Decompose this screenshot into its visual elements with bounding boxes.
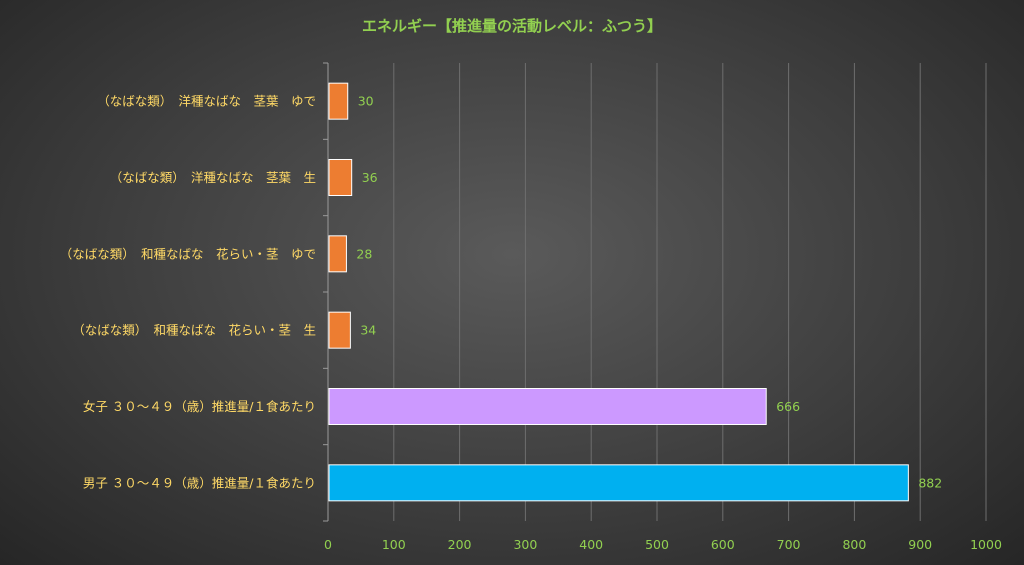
x-tick-label: 500 [645,537,669,552]
chart-title: エネルギー【推進量の活動レベル：ふつう】 [362,17,662,35]
category-label: （なばな類） 洋種なばな 茎葉 ゆで [97,94,316,109]
x-tick-label: 800 [842,537,866,552]
x-tick-label: 700 [777,537,801,552]
bar [328,464,909,502]
category-label: （なばな類） 洋種なばな 茎葉 生 [110,170,316,185]
category-label: （なばな類） 和種なばな 花らい・茎 生 [72,323,316,338]
bar [328,159,353,196]
data-label: 36 [362,170,378,185]
x-tick-label: 1000 [970,537,1002,552]
x-tick-label: 600 [711,537,735,552]
data-label: 882 [918,475,942,490]
x-tick-label: 400 [579,537,603,552]
category-label: （なばな類） 和種なばな 花らい・茎 ゆで [60,246,316,261]
category-label: 男子 ３０～４９（歳）推進量/１食あたり [83,475,316,490]
category-label: 女子 ３０～４９（歳）推進量/１食あたり [83,399,316,414]
data-label: 34 [360,323,376,338]
bar [328,388,767,425]
bar [328,235,347,273]
x-tick-label: 200 [448,537,472,552]
bar [328,82,349,120]
bar [328,311,351,349]
x-tick-label: 300 [513,537,537,552]
x-tick-label: 0 [324,537,332,552]
data-label: 28 [356,246,372,261]
x-tick-label: 900 [908,537,932,552]
data-label: 30 [358,94,374,109]
data-label: 666 [776,399,800,414]
x-tick-label: 100 [382,537,406,552]
